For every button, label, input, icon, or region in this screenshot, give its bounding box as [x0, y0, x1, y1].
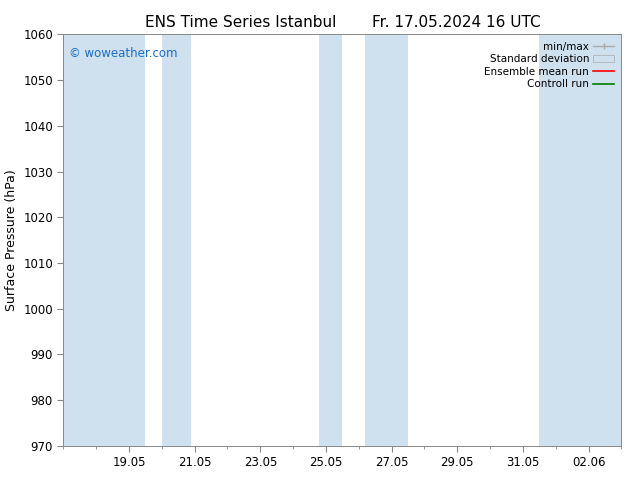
Text: ENS Time Series Istanbul: ENS Time Series Istanbul [145, 15, 337, 30]
Bar [162, 34, 191, 446]
Text: Fr. 17.05.2024 16 UTC: Fr. 17.05.2024 16 UTC [372, 15, 541, 30]
Text: © woweather.com: © woweather.com [69, 47, 178, 60]
Bar [540, 34, 621, 446]
Bar [63, 34, 145, 446]
Y-axis label: Surface Pressure (hPa): Surface Pressure (hPa) [4, 169, 18, 311]
Bar [365, 34, 408, 446]
Legend: min/max, Standard deviation, Ensemble mean run, Controll run: min/max, Standard deviation, Ensemble me… [482, 40, 616, 92]
Bar [320, 34, 342, 446]
